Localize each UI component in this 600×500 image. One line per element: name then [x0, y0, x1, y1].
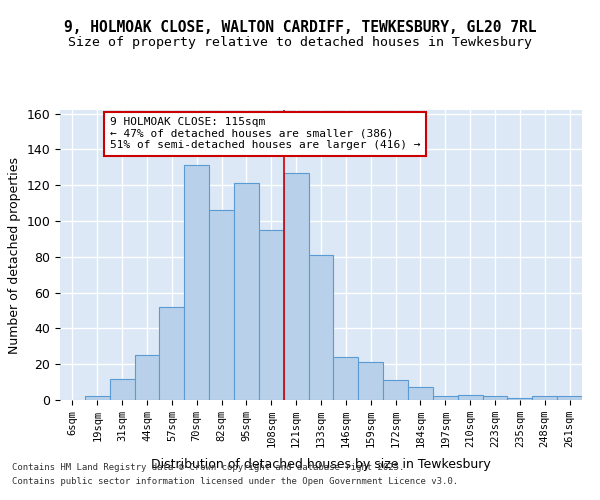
Bar [308, 255, 334, 400]
Text: 9 HOLMOAK CLOSE: 115sqm
← 47% of detached houses are smaller (386)
51% of semi-d: 9 HOLMOAK CLOSE: 115sqm ← 47% of detache… [110, 117, 420, 150]
Bar [532, 396, 557, 400]
Y-axis label: Number of detached properties: Number of detached properties [8, 156, 21, 354]
Bar [383, 380, 408, 400]
Text: Size of property relative to detached houses in Tewkesbury: Size of property relative to detached ho… [68, 36, 532, 49]
Bar [358, 362, 383, 400]
Bar [259, 230, 284, 400]
Bar [284, 172, 308, 400]
Bar [334, 357, 358, 400]
Bar [557, 396, 582, 400]
Text: Contains HM Land Registry data © Crown copyright and database right 2025.: Contains HM Land Registry data © Crown c… [12, 463, 404, 472]
Bar [482, 396, 508, 400]
Text: 9, HOLMOAK CLOSE, WALTON CARDIFF, TEWKESBURY, GL20 7RL: 9, HOLMOAK CLOSE, WALTON CARDIFF, TEWKES… [64, 20, 536, 35]
Bar [184, 166, 209, 400]
X-axis label: Distribution of detached houses by size in Tewkesbury: Distribution of detached houses by size … [151, 458, 491, 471]
Bar [458, 394, 482, 400]
Bar [85, 396, 110, 400]
Bar [508, 398, 532, 400]
Bar [408, 388, 433, 400]
Bar [134, 355, 160, 400]
Text: Contains public sector information licensed under the Open Government Licence v3: Contains public sector information licen… [12, 476, 458, 486]
Bar [234, 184, 259, 400]
Bar [209, 210, 234, 400]
Bar [160, 307, 184, 400]
Bar [433, 396, 458, 400]
Bar [110, 378, 134, 400]
